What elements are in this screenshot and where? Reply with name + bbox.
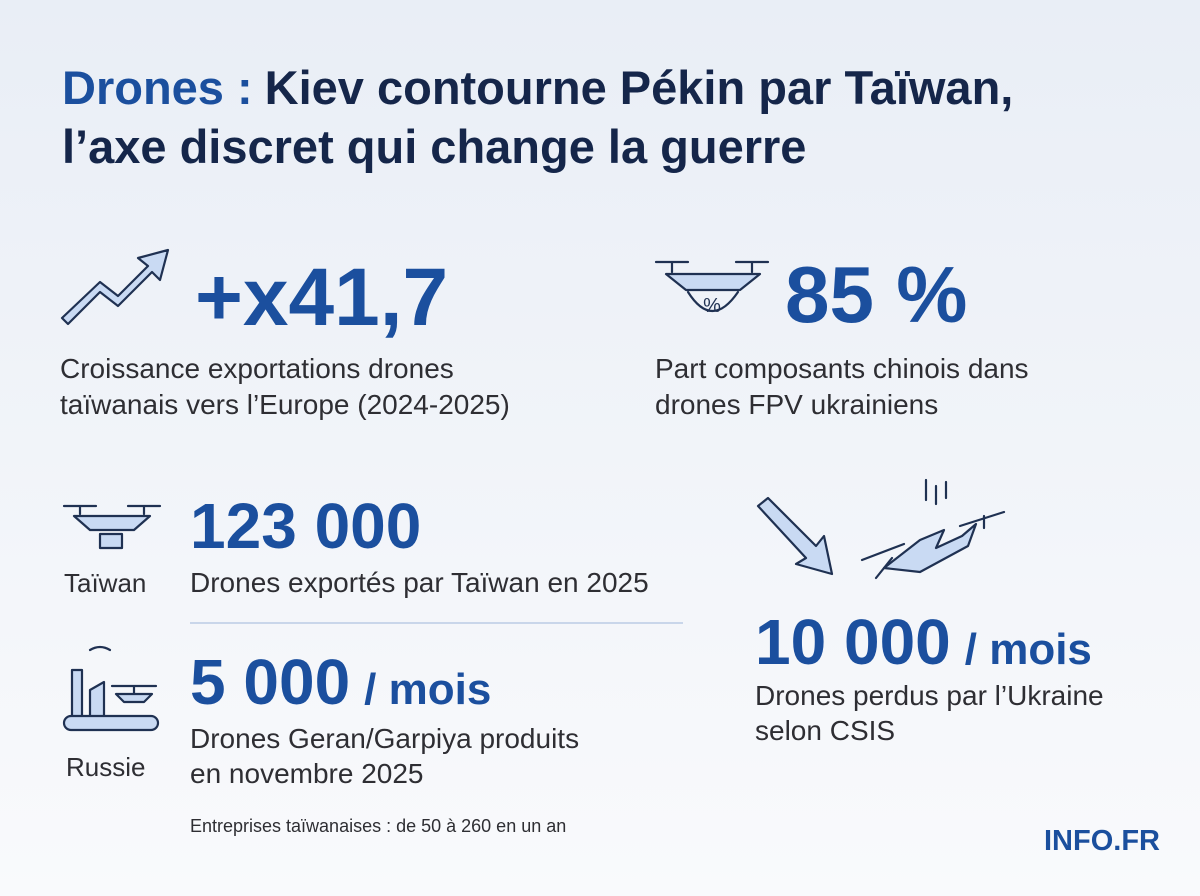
stat-description: Croissance exportations drones <box>60 353 454 384</box>
stat-value: 123 000 <box>190 490 421 562</box>
stat-number: 5 000 <box>190 646 350 718</box>
stat-unit: / mois <box>364 665 491 714</box>
stat-value: +x41,7 <box>195 252 448 343</box>
stat-description: en novembre 2025 <box>190 758 424 789</box>
stat-description: drones FPV ukrainiens <box>655 389 938 420</box>
growth-icon <box>60 248 170 326</box>
svg-text:%: % <box>703 295 721 317</box>
stat-description: selon CSIS <box>755 715 895 746</box>
factory-icon <box>62 645 160 732</box>
brand: INFO.FR <box>1044 825 1160 857</box>
stat-number: 10 000 <box>755 606 951 678</box>
falling-drone-icon <box>756 478 1006 580</box>
drone-percent-icon: % <box>654 260 770 317</box>
stat-value: 10 000 / mois <box>755 606 1092 678</box>
title-line: Kiev contourne Pékin par Taïwan, <box>265 61 1014 114</box>
stat-description: taïwanais vers l’Europe (2024-2025) <box>60 389 510 420</box>
title-highlight: Drones : <box>62 61 253 114</box>
country-label: Russie <box>66 752 145 782</box>
country-label: Taïwan <box>64 568 146 598</box>
stat-description: Drones Geran/Garpiya produits <box>190 723 579 754</box>
stat-unit: / mois <box>965 625 1092 674</box>
stat-description: Drones perdus par l’Ukraine <box>755 680 1104 711</box>
title-line: l’axe discret qui change la guerre <box>62 120 806 173</box>
title: Drones : Kiev contourne Pékin par Taïwan, <box>62 61 1013 114</box>
stat-description: Part composants chinois dans <box>655 353 1029 384</box>
drone-icon <box>62 504 162 550</box>
stat-value: 85 % <box>785 250 967 339</box>
stat-value: 5 000 / mois <box>190 646 491 718</box>
footnote: Entreprises taïwanaises : de 50 à 260 en… <box>190 816 566 836</box>
stat-description: Drones exportés par Taïwan en 2025 <box>190 567 649 598</box>
